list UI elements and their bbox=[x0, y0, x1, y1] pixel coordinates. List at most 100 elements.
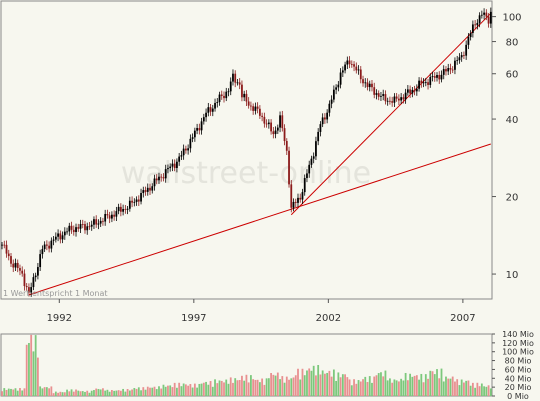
candle-body bbox=[88, 226, 91, 228]
volume-bar bbox=[373, 376, 376, 396]
volume-bar bbox=[110, 390, 113, 396]
volume-bar bbox=[25, 344, 28, 396]
volume-bar bbox=[438, 378, 441, 396]
price-x-tick-label: 1997 bbox=[181, 313, 206, 324]
volume-bar bbox=[445, 376, 447, 396]
candle-body bbox=[21, 270, 24, 274]
candle-body bbox=[19, 268, 21, 271]
volume-bar bbox=[75, 389, 77, 396]
volume-y-tick-label: 120 Mio bbox=[502, 339, 534, 348]
volume-bar bbox=[310, 370, 313, 396]
candle-body bbox=[144, 190, 147, 192]
volume-bar bbox=[54, 391, 57, 396]
volume-bar bbox=[151, 387, 154, 396]
price-y-tick-label: 60 bbox=[506, 70, 519, 81]
volume-y-tick-label: 140 Mio bbox=[502, 330, 534, 339]
volume-bar bbox=[234, 378, 237, 396]
candle-body bbox=[478, 15, 481, 23]
candle-body bbox=[460, 55, 463, 58]
volume-bar bbox=[19, 388, 21, 396]
candle-body bbox=[458, 57, 461, 61]
candle-body bbox=[198, 128, 201, 131]
volume-bar bbox=[429, 370, 432, 396]
volume-bar bbox=[375, 375, 378, 396]
candle-body bbox=[50, 240, 53, 249]
volume-bar bbox=[463, 382, 465, 396]
volume-bar bbox=[131, 389, 133, 396]
candle-body bbox=[122, 208, 125, 212]
candle-body bbox=[117, 206, 120, 212]
volume-bar bbox=[1, 391, 3, 396]
volume-y-tick-label: 0 Mio bbox=[507, 392, 529, 401]
candle-body bbox=[75, 227, 77, 233]
volume-bar bbox=[218, 380, 221, 396]
candle-body bbox=[393, 96, 396, 103]
candle-body bbox=[474, 24, 477, 26]
price-y-tick-label: 40 bbox=[506, 115, 519, 126]
candle-body bbox=[415, 88, 418, 92]
price-y-tick-label: 80 bbox=[506, 38, 519, 49]
volume-bar bbox=[220, 380, 223, 396]
candle-body bbox=[99, 220, 102, 224]
candle-body bbox=[377, 93, 380, 97]
candle-body bbox=[124, 208, 127, 210]
candle-body bbox=[463, 55, 465, 56]
candle-body bbox=[335, 87, 338, 90]
interval-note: 1 Wert entspricht 1 Monat bbox=[3, 289, 108, 298]
volume-bar bbox=[68, 391, 71, 396]
volume-bar bbox=[337, 372, 340, 396]
candle-body bbox=[449, 68, 452, 70]
volume-bar bbox=[471, 382, 474, 396]
volume-bar bbox=[126, 389, 129, 396]
volume-bar bbox=[442, 381, 445, 396]
volume-bar bbox=[341, 374, 344, 396]
candle-body bbox=[41, 249, 44, 255]
volume-bar bbox=[393, 379, 396, 396]
candle-body bbox=[480, 14, 483, 16]
candle-body bbox=[288, 150, 290, 185]
volume-bar bbox=[167, 385, 169, 396]
trendlines bbox=[28, 12, 492, 296]
volume-bar bbox=[5, 389, 8, 396]
candle-body bbox=[359, 69, 362, 80]
candle-body bbox=[355, 66, 358, 71]
volume-bar bbox=[272, 374, 275, 396]
candle-body bbox=[164, 169, 167, 179]
candle-body bbox=[205, 112, 207, 118]
volume-bar bbox=[276, 372, 279, 396]
candle-body bbox=[191, 137, 194, 139]
candle-body bbox=[160, 176, 163, 178]
volume-bar bbox=[451, 376, 454, 396]
volume-bar bbox=[476, 382, 479, 396]
volume-bar bbox=[301, 368, 304, 396]
volume-bar bbox=[395, 380, 398, 396]
volume-bar bbox=[245, 374, 248, 396]
candle-body bbox=[7, 253, 10, 257]
volume-bar bbox=[261, 378, 264, 396]
volume-bar bbox=[420, 373, 423, 396]
volume-bar bbox=[469, 385, 472, 396]
volume-bar bbox=[267, 378, 270, 396]
candle-body bbox=[348, 60, 351, 65]
volume-bar bbox=[319, 374, 322, 396]
candle-body bbox=[339, 72, 342, 85]
candle-body bbox=[162, 177, 165, 179]
volume-bar bbox=[142, 387, 145, 396]
candle-body bbox=[445, 69, 447, 72]
volume-bar bbox=[258, 382, 261, 396]
volume-bar bbox=[283, 382, 286, 396]
volume-bar bbox=[200, 383, 203, 396]
candle-body bbox=[324, 117, 326, 120]
volume-bar bbox=[23, 388, 26, 396]
candle-body bbox=[326, 112, 329, 120]
candle-body bbox=[476, 22, 479, 26]
candle-body bbox=[279, 115, 281, 128]
volume-bar bbox=[447, 378, 450, 396]
volume-bar bbox=[380, 372, 382, 396]
volume-bar bbox=[52, 393, 55, 396]
candle-body bbox=[229, 81, 232, 92]
price-y-tick-label: 20 bbox=[506, 193, 519, 204]
candle-body bbox=[469, 32, 472, 38]
volume-bar bbox=[207, 384, 210, 396]
candle-body bbox=[142, 190, 145, 194]
